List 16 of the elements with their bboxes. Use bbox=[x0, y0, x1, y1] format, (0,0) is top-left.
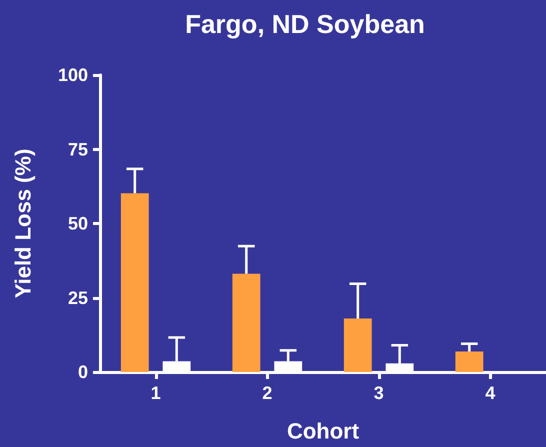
y-tick-label: 100 bbox=[58, 65, 88, 85]
y-tick-label: 0 bbox=[78, 362, 88, 382]
x-axis-title: Cohort bbox=[286, 418, 360, 444]
bar bbox=[455, 352, 484, 372]
x-tick-label: 1 bbox=[150, 383, 161, 403]
chart-title: Fargo, ND Soybean bbox=[185, 9, 425, 39]
bar bbox=[120, 193, 149, 372]
y-axis-title: Yield Loss (%) bbox=[10, 148, 36, 298]
y-tick-label: 75 bbox=[68, 139, 88, 160]
y-tick-label: 25 bbox=[68, 288, 88, 308]
bar bbox=[344, 318, 372, 372]
x-tick-label: 3 bbox=[374, 383, 384, 403]
bar bbox=[232, 274, 260, 372]
y-tick-label: 50 bbox=[68, 214, 88, 234]
x-tick-label: 4 bbox=[485, 383, 496, 403]
x-tick-label: 2 bbox=[262, 383, 272, 403]
